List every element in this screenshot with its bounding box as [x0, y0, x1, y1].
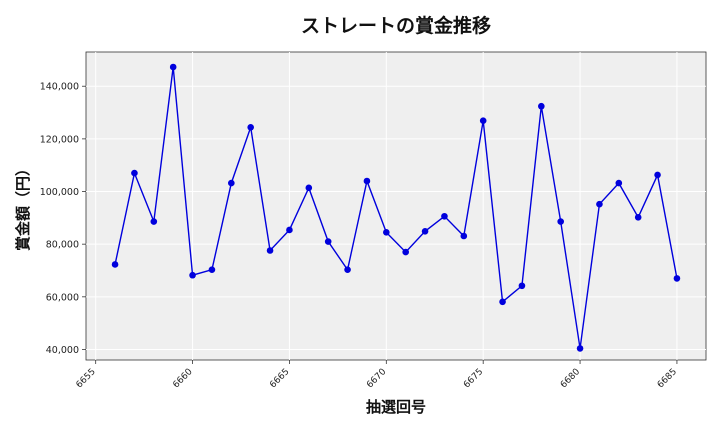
x-tick-label: 6680	[559, 367, 582, 390]
data-point	[169, 63, 177, 71]
x-axis-label: 抽選回号	[366, 398, 426, 416]
y-tick-label: 100,000	[40, 187, 79, 198]
data-point	[460, 232, 468, 240]
data-point	[421, 227, 429, 235]
data-point	[596, 200, 603, 208]
plot-area	[85, 51, 707, 361]
data-point	[363, 177, 371, 185]
data-point	[208, 266, 216, 274]
data-point	[111, 261, 119, 268]
data-point	[266, 247, 274, 254]
chart-title: ストレートの賞金推移	[301, 14, 491, 37]
data-point	[189, 271, 196, 279]
series-layer	[111, 63, 681, 352]
data-point	[557, 218, 564, 225]
data-point	[286, 226, 293, 234]
data-point	[499, 298, 506, 306]
data-point	[479, 117, 487, 125]
y-axis-label: 賞金額（円）	[14, 161, 32, 251]
data-point	[228, 179, 235, 187]
x-tick-label: 6675	[462, 367, 485, 390]
y-tick-label: 120,000	[40, 134, 79, 145]
y-tick-label: 60,000	[46, 292, 79, 303]
data-point	[344, 266, 351, 274]
data-point	[518, 282, 526, 290]
y-tick-label: 40,000	[46, 345, 79, 356]
data-point	[150, 218, 158, 225]
x-tick-label: 6655	[75, 367, 98, 390]
x-tick-label: 6685	[656, 367, 679, 390]
series-line	[114, 66, 678, 349]
x-tick-label: 6670	[365, 367, 388, 390]
data-point	[247, 123, 254, 131]
x-tick-label: 6660	[171, 367, 194, 390]
data-point	[383, 229, 390, 236]
data-point	[131, 169, 138, 177]
data-point	[441, 212, 448, 220]
data-point	[538, 102, 545, 110]
grid-lines	[86, 52, 706, 360]
y-tick-label: 140,000	[40, 82, 79, 93]
data-point	[402, 248, 409, 256]
data-point	[305, 184, 313, 192]
data-point	[324, 238, 332, 245]
data-point	[615, 179, 623, 187]
y-tick-label: 80,000	[46, 240, 79, 251]
x-tick-label: 6665	[268, 367, 291, 390]
data-point	[576, 345, 584, 352]
data-point	[654, 171, 661, 179]
data-point	[634, 214, 642, 221]
data-point	[673, 275, 681, 282]
